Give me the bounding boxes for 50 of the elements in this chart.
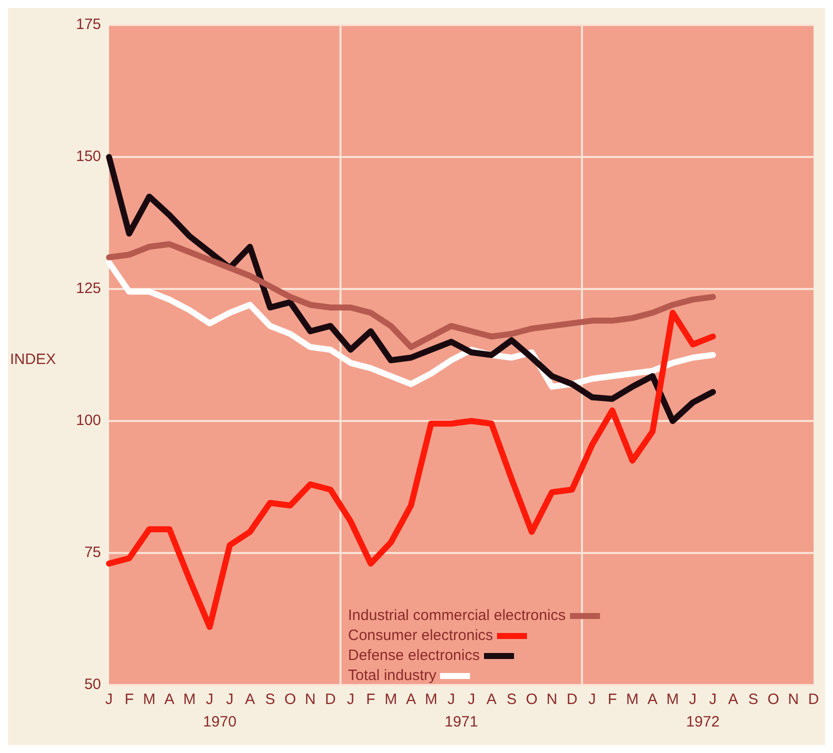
x-tick-label: A	[648, 691, 658, 708]
y-axis-title: INDEX	[10, 351, 56, 368]
y-tick-label: 50	[84, 676, 102, 694]
legend-label: Total industry	[348, 666, 436, 686]
x-tick-label: A	[164, 691, 174, 708]
x-tick-label: J	[206, 691, 214, 708]
x-tick-label: D	[325, 691, 336, 708]
x-tick-label: S	[748, 691, 758, 708]
x-tick-label: O	[526, 691, 538, 708]
x-tick-label: F	[124, 691, 134, 708]
x-tick-label: A	[486, 691, 497, 708]
x-tick-label: N	[788, 691, 799, 708]
x-tick-label: J	[226, 691, 234, 708]
x-tick-label: M	[666, 691, 679, 708]
x-tick-label: D	[808, 691, 820, 708]
x-tick-label: O	[284, 691, 296, 708]
x-tick-label: A	[406, 691, 416, 708]
x-tick-label: M	[424, 691, 438, 708]
x-tick-label: J	[346, 691, 354, 708]
x-tick-label: J	[709, 691, 717, 708]
text: 1972	[686, 714, 720, 731]
y-tick-label: 175	[76, 16, 102, 34]
x-tick-label: F	[366, 691, 376, 708]
x-tick-label: J	[468, 691, 476, 708]
y-tick-label: 75	[84, 544, 102, 562]
x-tick-label: J	[588, 691, 596, 708]
y-tick-label: 125	[76, 280, 102, 298]
x-tick-label: S	[506, 691, 517, 708]
x-tick-label: N	[546, 691, 558, 708]
legend-label: Consumer electronics	[348, 626, 494, 646]
x-tick-label: A	[728, 691, 738, 708]
x-tick-label: J	[689, 691, 697, 708]
x-tick-label: M	[143, 691, 156, 708]
x-tick-label: J	[447, 691, 455, 708]
x-tick-label: J	[105, 691, 113, 708]
x-tick-label: M	[384, 691, 398, 708]
x-tick-label: N	[304, 691, 316, 708]
y-tick-label: 150	[76, 148, 102, 166]
text: 1971	[444, 714, 478, 731]
x-tick-label: M	[183, 691, 196, 708]
legend-label: Industrial commercial electronics	[348, 606, 566, 626]
legend-label: Defense electronics	[348, 646, 480, 666]
x-tick-label: S	[265, 691, 276, 708]
x-tick-label: F	[608, 691, 617, 708]
x-tick-label: D	[566, 691, 578, 708]
x-tick-label: M	[626, 691, 639, 708]
x-tick-label: A	[244, 691, 255, 708]
x-tick-label: O	[767, 691, 780, 708]
y-tick-label: 100	[76, 412, 102, 430]
text: 1970	[203, 714, 236, 731]
